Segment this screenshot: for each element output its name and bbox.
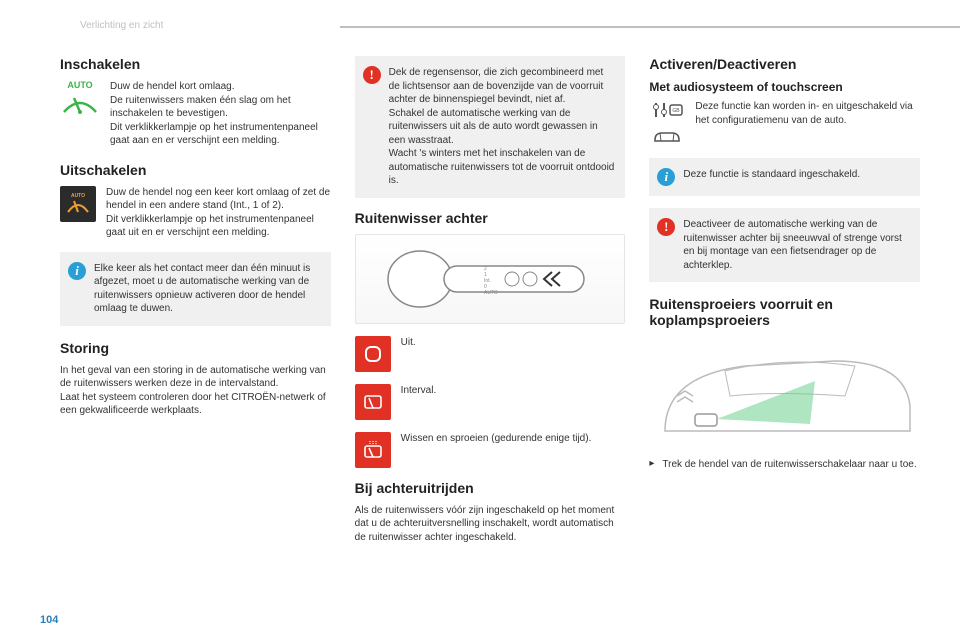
warn-deactiveer-text: Deactiveer de automatische werking van d… (683, 218, 910, 272)
row-uitschakelen: AUTO Duw de hendel nog een keer kort oml… (60, 186, 331, 240)
heading-inschakelen: Inschakelen (60, 56, 331, 72)
inschakelen-text: Duw de hendel kort omlaag. De ruitenwiss… (110, 80, 331, 148)
interval-icon (355, 384, 391, 420)
met-text: Deze functie kan worden in- en uitgescha… (695, 100, 920, 146)
row-interval: Interval. (355, 384, 626, 420)
trek-row: ▸ Trek de hendel van de ruitenwisserscha… (649, 458, 920, 472)
storing-text: In het geval van een storing in de autom… (60, 364, 331, 418)
heading-met: Met audiosysteem of touchscreen (649, 80, 920, 94)
trek-text: Trek de hendel van de ruitenwisserschake… (662, 458, 916, 472)
info-icon: i (657, 168, 675, 186)
bullet-icon: ▸ (649, 458, 654, 472)
svg-text:AUTO: AUTO (71, 193, 85, 199)
auto-label: AUTO (60, 80, 100, 90)
car-icon (650, 126, 684, 146)
heading-uitschakelen: Uitschakelen (60, 162, 331, 178)
row-uit: Uit. (355, 336, 626, 372)
warn-box-deactiveer: ! Deactiveer de automatische werking van… (649, 208, 920, 282)
config-icons: GB (649, 100, 685, 146)
auto-wiper-icon: AUTO (60, 80, 100, 148)
info-contact-text: Elke keer als het contact meer dan één m… (94, 262, 321, 316)
wash-icon (355, 432, 391, 468)
svg-text:AUTO: AUTO (484, 290, 498, 296)
warning-icon: ! (657, 218, 675, 236)
uit-text: Uit. (401, 336, 626, 372)
warn-regensensor-text: Dek de regensensor, die zich gecombineer… (389, 66, 616, 188)
row-met: GB Deze functie kan worden in- en uitges… (649, 100, 920, 146)
top-rule (340, 26, 960, 28)
column-3: Activeren/Deactiveren Met audiosysteem o… (649, 56, 920, 544)
heading-bij: Bij achteruitrijden (355, 480, 626, 496)
warn-box-regensensor: ! Dek de regensensor, die zich gecombine… (355, 56, 626, 198)
heading-ruitenwisser-achter: Ruitenwisser achter (355, 210, 626, 226)
section-label: Verlichting en zicht (80, 20, 163, 31)
row-inschakelen: AUTO Duw de hendel kort omlaag. De ruite… (60, 80, 331, 148)
sliders-icon: GB (650, 100, 684, 120)
heading-sproeiers: Ruitensproeiers voorruit en koplampsproe… (649, 296, 920, 328)
wiper-stalk-image: 2 1 Int. 0 AUTO (355, 234, 626, 324)
page-number: 104 (40, 614, 58, 626)
svg-text:GB: GB (673, 108, 681, 114)
washer-spray-image (649, 336, 920, 446)
content-columns: Inschakelen AUTO Duw de hendel kort omla… (60, 56, 920, 544)
off-icon (355, 336, 391, 372)
warning-icon: ! (363, 66, 381, 84)
bij-text: Als de ruitenwissers vóór zijn ingeschak… (355, 504, 626, 545)
heading-activeren: Activeren/Deactiveren (649, 56, 920, 72)
row-wissen: Wissen en sproeien (gedurende enige tijd… (355, 432, 626, 468)
info-standaard-text: Deze functie is standaard ingeschakeld. (683, 168, 860, 186)
uitschakelen-text: Duw de hendel nog een keer kort omlaag o… (106, 186, 331, 240)
wiper-off-icon: AUTO (60, 186, 96, 222)
info-box-contact: i Elke keer als het contact meer dan één… (60, 252, 331, 326)
heading-storing: Storing (60, 340, 331, 356)
info-box-standaard: i Deze functie is standaard ingeschakeld… (649, 158, 920, 196)
column-1: Inschakelen AUTO Duw de hendel kort omla… (60, 56, 331, 544)
info-icon: i (68, 262, 86, 280)
interval-text: Interval. (401, 384, 626, 420)
column-2: ! Dek de regensensor, die zich gecombine… (355, 56, 626, 544)
wissen-text: Wissen en sproeien (gedurende enige tijd… (401, 432, 626, 468)
